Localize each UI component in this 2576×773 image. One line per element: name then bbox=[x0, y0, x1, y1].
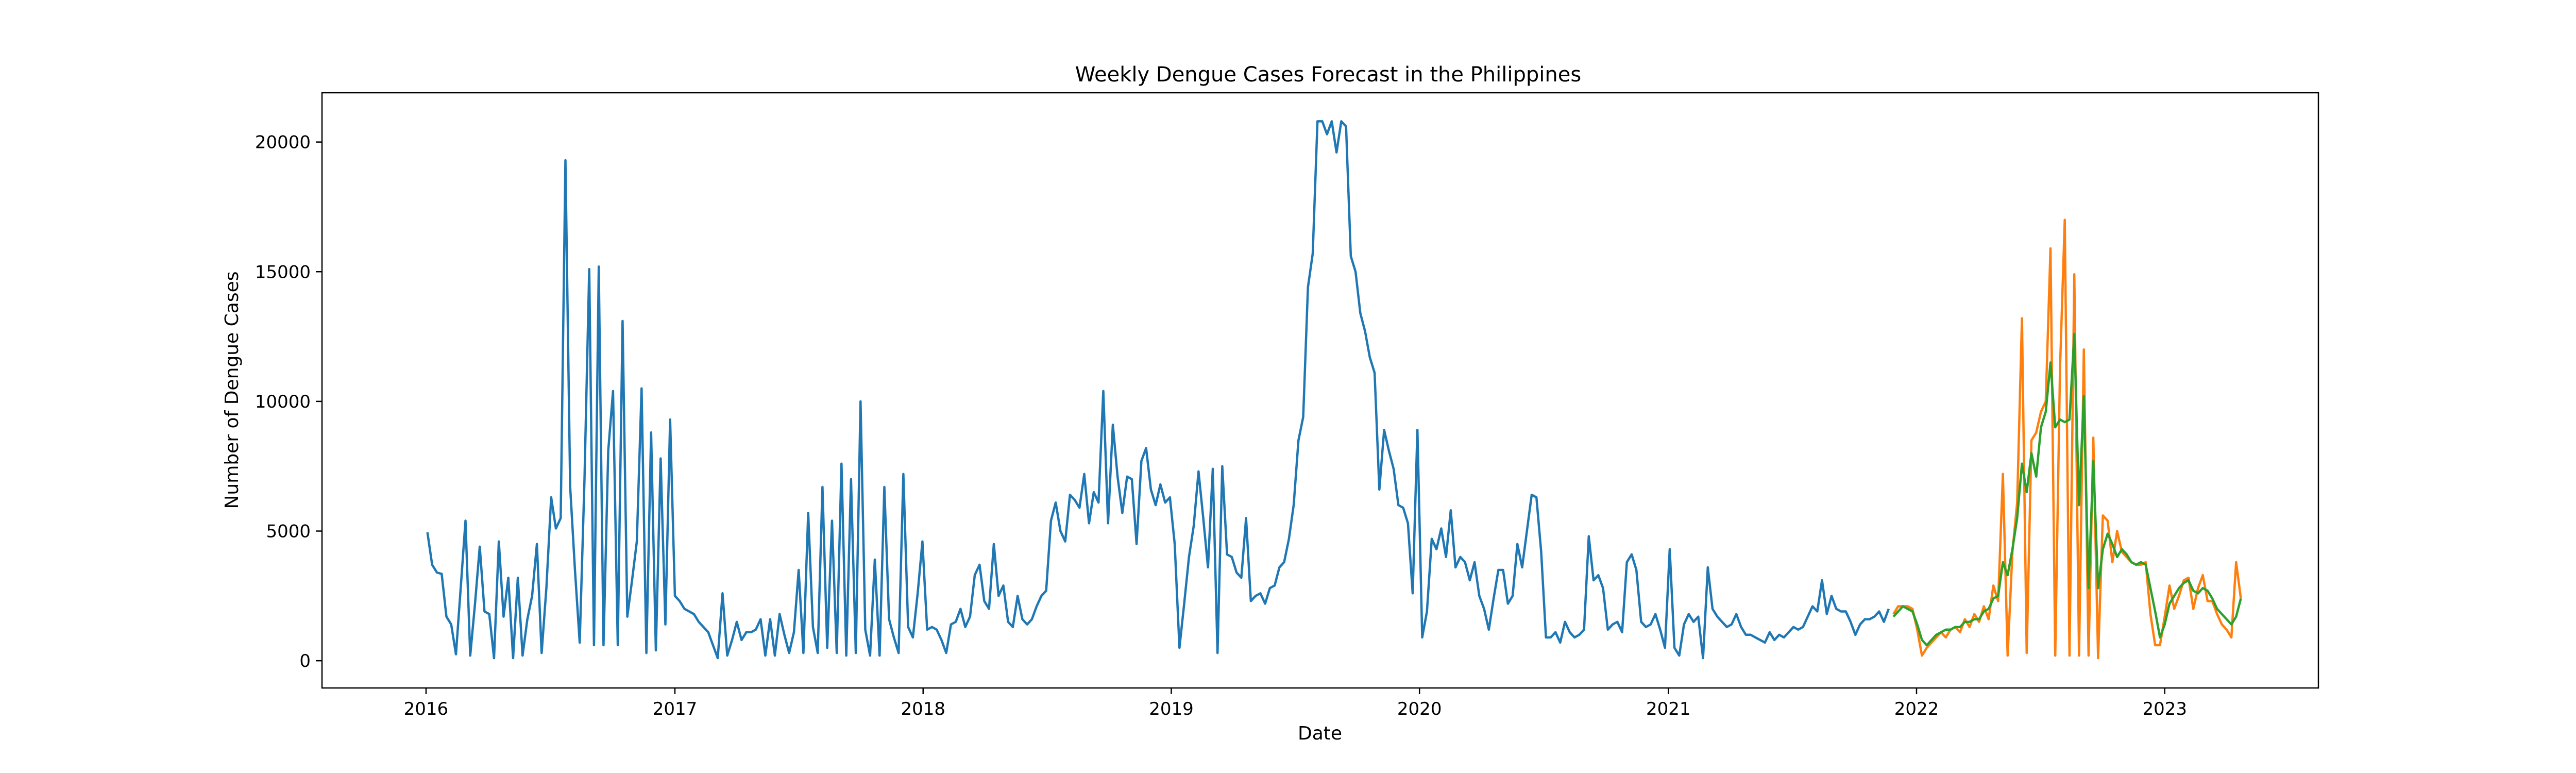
series-line-1 bbox=[426, 120, 1890, 660]
series-layer bbox=[426, 120, 2242, 660]
y-tick-label: 5000 bbox=[266, 522, 311, 542]
x-axis: 2016 2017 2018 2019 2020 2021 2022 2023 bbox=[404, 688, 2187, 719]
x-tick-label: 2019 bbox=[1149, 699, 1194, 719]
x-tick-label: 2017 bbox=[653, 699, 698, 719]
x-tick-label: 2021 bbox=[1646, 699, 1691, 719]
x-tick-label: 2023 bbox=[2142, 699, 2187, 719]
x-tick-label: 2020 bbox=[1397, 699, 1442, 719]
y-tick-label: 10000 bbox=[255, 392, 311, 412]
x-tick-label: 2018 bbox=[901, 699, 945, 719]
x-tick-label: 2022 bbox=[1894, 699, 1939, 719]
x-tick-label: 2016 bbox=[404, 699, 449, 719]
y-tick-label: 15000 bbox=[255, 262, 311, 282]
y-axis-label: Number of Dengue Cases bbox=[222, 271, 243, 509]
plot-area: 2016 2017 2018 2019 2020 2021 2022 2023 0 5000 10… bbox=[255, 92, 2319, 719]
y-tick-label: 20000 bbox=[255, 132, 311, 153]
chart-title: Weekly Dengue Cases Forecast in the Phil… bbox=[1075, 63, 1581, 87]
y-axis: 0 5000 10000 15000 20000 bbox=[255, 132, 322, 671]
x-axis-label: Date bbox=[1298, 723, 1342, 744]
y-tick-label: 0 bbox=[299, 651, 311, 671]
series-line-3 bbox=[1892, 332, 2242, 647]
plot-frame bbox=[321, 92, 2319, 689]
